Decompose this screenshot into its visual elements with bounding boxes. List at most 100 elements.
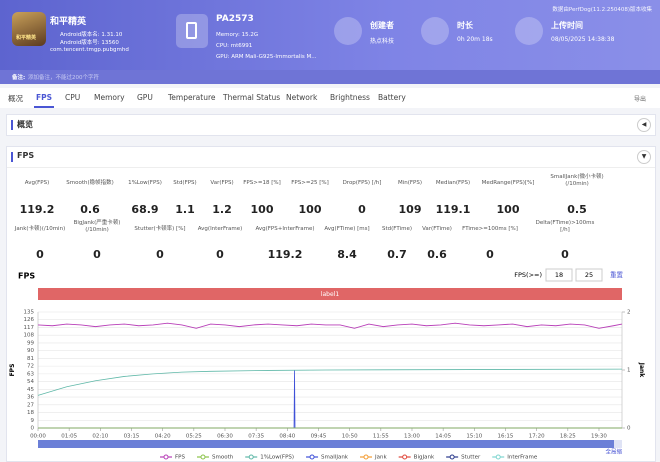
y-tick-label: 63 — [27, 371, 34, 377]
x-tick-label: 00:00 — [30, 434, 46, 440]
info-value: 08/05/2025 14:38:38 — [551, 36, 615, 43]
y2-tick-label: 1 — [627, 368, 631, 374]
chart: FPS FPS(>=) 18 25 重置label1091827364554637281… — [9, 268, 645, 461]
series-line — [38, 369, 622, 429]
stat-label: SmallJank(微小卡顿)(/10min) — [550, 174, 604, 187]
legend-label[interactable]: Smooth — [212, 455, 234, 461]
x-tick-label: 14:05 — [435, 434, 451, 440]
stat-label: Min(FPS) — [397, 180, 423, 186]
tab[interactable]: Temperature — [168, 93, 216, 102]
app-version-name: Android版本名: 1.31.10 — [60, 32, 123, 38]
overview-panel: 概览 ◀ — [6, 114, 656, 136]
tab[interactable]: Memory — [94, 93, 125, 102]
y-tick-label: 72 — [27, 364, 34, 370]
legend-label[interactable]: 1%Low(FPS) — [260, 455, 294, 461]
legend-label[interactable]: FPS — [175, 455, 185, 461]
x-tick-label: 07:35 — [248, 434, 264, 440]
stat-label: FPS>=25 [%] — [291, 180, 329, 186]
threshold-label: FPS(>=) — [514, 271, 542, 279]
y-tick-label: 135 — [24, 310, 35, 316]
tab[interactable]: Battery — [378, 93, 406, 102]
legend-dot — [163, 454, 169, 460]
duration-icon — [421, 17, 449, 45]
legend-label[interactable]: Jank — [374, 455, 387, 461]
section-title: FPS — [17, 151, 35, 160]
stat-value: 0.7 — [387, 248, 407, 261]
x-tick-label: 08:40 — [279, 434, 295, 440]
x-tick-label: 17:20 — [529, 434, 545, 440]
tab[interactable]: GPU — [137, 93, 153, 102]
stat-value: 119.2 — [267, 248, 303, 261]
y-tick-label: 36 — [27, 395, 34, 401]
legend-dot — [449, 454, 455, 460]
stat-label: Delta(FTime)>100ms [/h] — [535, 220, 595, 233]
stat-value: 100 — [250, 203, 274, 216]
stat-value: 0 — [486, 248, 494, 261]
app-package: com.tencent.tmgp.pubgmhd — [50, 47, 129, 53]
collapse-button[interactable]: ▼ — [637, 150, 651, 164]
legend-label[interactable]: Stutter — [461, 455, 481, 461]
export-button[interactable]: 导出 — [633, 96, 646, 103]
x-tick-label: 04:20 — [155, 434, 171, 440]
x-tick-label: 03:15 — [124, 434, 140, 440]
legend-label[interactable]: BigJank — [414, 455, 435, 461]
legend-dot — [248, 454, 254, 460]
x-tick-label: 06:30 — [217, 434, 233, 440]
zoom-label[interactable]: 全局缩 — [605, 448, 622, 456]
zoom-handle[interactable] — [38, 440, 614, 448]
stat-value: 0 — [156, 248, 164, 261]
stat-value: 0.6 — [427, 248, 447, 261]
x-tick-label: 01:05 — [61, 434, 77, 440]
x-tick-label: 02:10 — [92, 434, 108, 440]
app-name: 和平精英 — [50, 17, 87, 27]
y-tick-label: 18 — [27, 410, 34, 416]
tab[interactable]: FPS — [36, 93, 53, 102]
y-tick-label: 45 — [27, 387, 34, 393]
tab[interactable]: Thermal Status — [223, 93, 281, 102]
series-line — [37, 322, 623, 329]
tab[interactable]: Network — [286, 93, 318, 102]
upload-icon — [515, 17, 543, 45]
collapse-button[interactable]: ◀ — [637, 118, 651, 132]
tab[interactable]: Brightness — [330, 93, 370, 102]
stat-label: Var(FTime) — [422, 226, 452, 232]
x-tick-label: 11:55 — [373, 434, 389, 440]
y-tick-label: 90 — [27, 348, 34, 354]
x-tick-label: 18:25 — [560, 434, 576, 440]
x-tick-label: 09:45 — [311, 434, 327, 440]
stat-value: 100 — [496, 203, 520, 216]
stat-value: 68.9 — [131, 203, 159, 216]
legend-dot — [200, 454, 206, 460]
stat-label: Jank(卡顿)(/10min) — [14, 226, 66, 232]
app-icon: 和平精英 — [12, 12, 46, 46]
stat-value: 0 — [358, 203, 366, 216]
remark-input[interactable]: 添加备注，不能过200个字符 — [28, 75, 99, 81]
stat-label: Avg(FPS) — [24, 180, 50, 186]
threshold-input[interactable] — [575, 268, 603, 282]
y-tick-label: 81 — [27, 356, 34, 362]
info-value: 0h 20m 18s — [457, 36, 493, 43]
reset-button[interactable]: 重置 — [610, 271, 624, 279]
stat-value: 0 — [36, 248, 44, 261]
y-tick-label: 117 — [24, 325, 35, 331]
stat-label: BigJank(严重卡顿)(/10min) — [73, 220, 121, 233]
y-tick-label: 99 — [27, 340, 34, 346]
tab[interactable]: CPU — [65, 93, 81, 102]
y-tick-label: 108 — [24, 333, 35, 339]
device-icon — [176, 14, 208, 48]
legend-label[interactable]: InterFrame — [507, 455, 538, 461]
notice: 数据由PerfDog(11.2.250408)版本收集 — [552, 7, 652, 13]
fps-panel: FPS ▼ — [6, 146, 656, 462]
legend-dot — [402, 454, 408, 460]
x-tick-label: 13:00 — [404, 434, 420, 440]
x-tick-label: 05:25 — [186, 434, 202, 440]
stat-value: 1.1 — [175, 203, 195, 216]
stat-label: Median(FPS) — [435, 180, 471, 186]
stat-value: 0 — [216, 248, 224, 261]
app-icon-text: 和平精英 — [16, 35, 37, 41]
legend-label[interactable]: SmallJank — [321, 455, 349, 461]
threshold-input[interactable] — [545, 268, 573, 282]
info-label: 创建者 — [370, 21, 394, 30]
band-label: label1 — [321, 291, 340, 298]
tab[interactable]: 概况 — [8, 94, 23, 103]
